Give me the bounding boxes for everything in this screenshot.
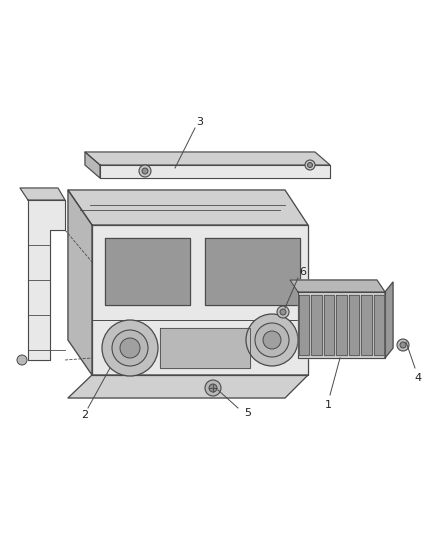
Text: 6: 6: [300, 267, 307, 277]
Circle shape: [307, 163, 312, 167]
Polygon shape: [28, 200, 65, 360]
Circle shape: [102, 320, 158, 376]
Polygon shape: [385, 282, 393, 358]
Circle shape: [263, 331, 281, 349]
Circle shape: [397, 339, 409, 351]
Polygon shape: [290, 280, 385, 292]
Text: 3: 3: [197, 117, 204, 127]
Text: 4: 4: [414, 373, 421, 383]
Circle shape: [112, 330, 148, 366]
Polygon shape: [20, 188, 65, 200]
Polygon shape: [299, 295, 309, 355]
Circle shape: [205, 380, 221, 396]
Polygon shape: [100, 165, 330, 178]
Polygon shape: [85, 152, 330, 165]
Polygon shape: [324, 295, 334, 355]
Circle shape: [400, 342, 406, 348]
Text: 2: 2: [81, 410, 88, 420]
Polygon shape: [349, 295, 359, 355]
Circle shape: [120, 338, 140, 358]
Polygon shape: [311, 295, 322, 355]
Polygon shape: [68, 375, 308, 398]
Circle shape: [305, 160, 315, 170]
Polygon shape: [68, 190, 308, 225]
Text: 1: 1: [325, 400, 332, 410]
Text: 5: 5: [244, 408, 251, 418]
Polygon shape: [298, 292, 385, 358]
Polygon shape: [68, 190, 92, 375]
Circle shape: [277, 306, 289, 318]
Circle shape: [246, 314, 298, 366]
Circle shape: [280, 309, 286, 315]
Circle shape: [255, 323, 289, 357]
Polygon shape: [92, 225, 308, 375]
Polygon shape: [160, 328, 250, 368]
Circle shape: [17, 355, 27, 365]
Circle shape: [139, 165, 151, 177]
Polygon shape: [205, 238, 300, 305]
Polygon shape: [336, 295, 347, 355]
Circle shape: [142, 168, 148, 174]
Polygon shape: [85, 152, 100, 178]
Circle shape: [209, 384, 217, 392]
Polygon shape: [105, 238, 190, 305]
Polygon shape: [361, 295, 371, 355]
Polygon shape: [374, 295, 384, 355]
